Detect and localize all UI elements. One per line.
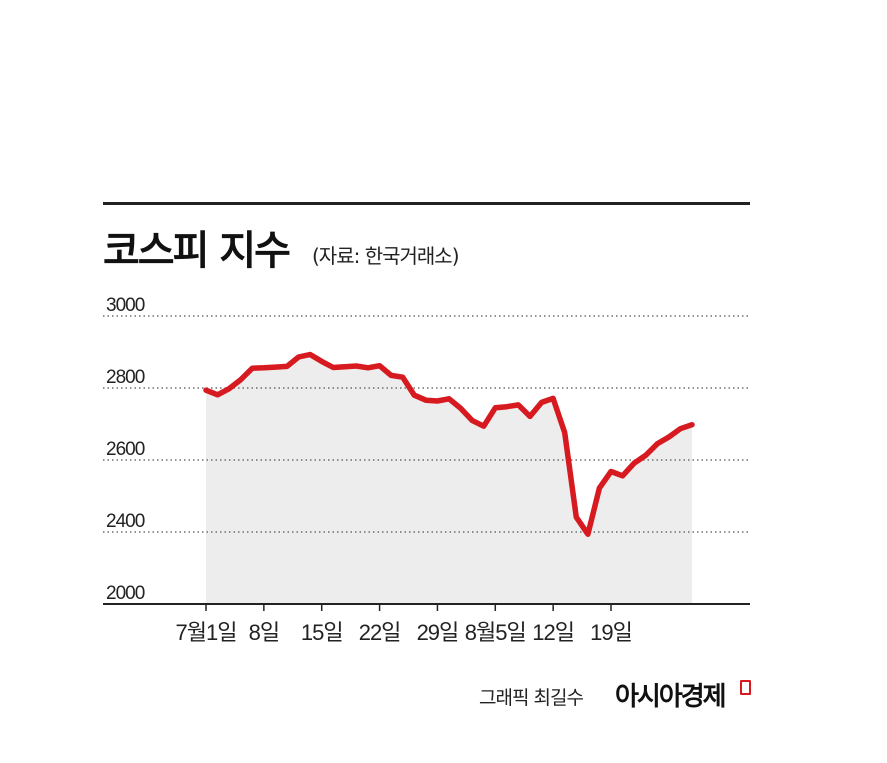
header-rule xyxy=(103,202,750,205)
brand-logo: 아시아경제 xyxy=(615,682,727,712)
y-tick-label-3000: 3000 xyxy=(106,295,145,316)
area-fill xyxy=(206,354,692,604)
source-note: (자료: 한국거래소) xyxy=(312,244,460,268)
x-tick-label-6: 12일 xyxy=(532,620,574,645)
y-tick-label-2600: 2600 xyxy=(106,439,145,460)
graphic-credit: 그래픽 최길수 xyxy=(479,687,584,709)
y-tick-label-2800: 2800 xyxy=(106,367,145,388)
chart-title: 코스피 지수 xyxy=(103,228,291,274)
x-tick-label-5: 8월5일 xyxy=(465,620,526,645)
y-tick-label-2000: 2000 xyxy=(106,583,145,604)
x-tick-label-0: 7월1일 xyxy=(176,620,237,645)
x-tick-label-1: 8일 xyxy=(249,620,279,645)
x-tick-label-4: 29일 xyxy=(417,620,459,645)
brand-mark-icon xyxy=(740,680,751,695)
x-tick-label-2: 15일 xyxy=(301,620,343,645)
x-tick-label-7: 19일 xyxy=(590,620,632,645)
series-line xyxy=(203,351,695,537)
y-tick-label-2400: 2400 xyxy=(106,511,145,532)
x-tick-label-3: 22일 xyxy=(359,620,401,645)
